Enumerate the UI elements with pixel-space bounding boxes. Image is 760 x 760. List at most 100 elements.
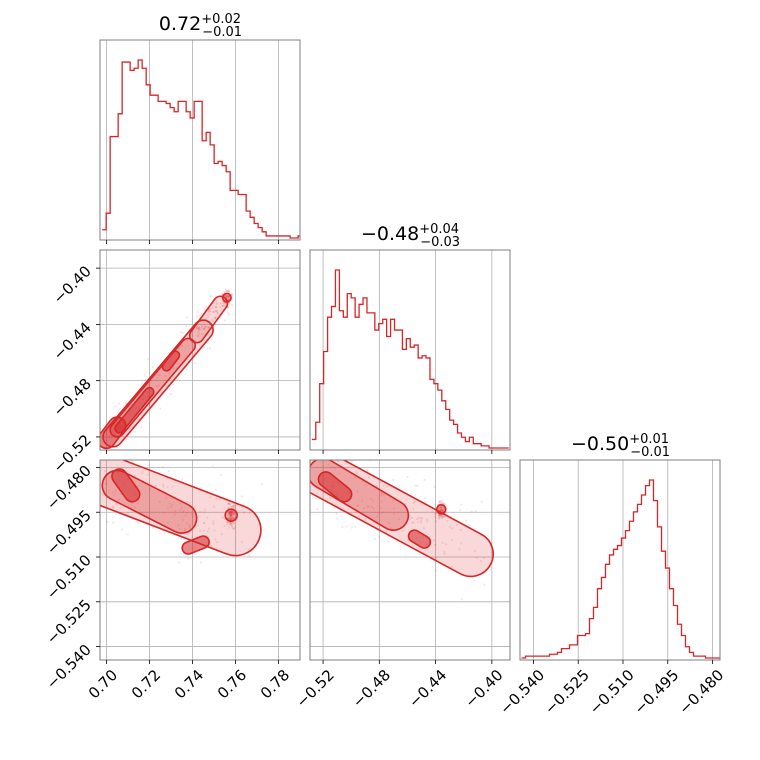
scatter-point <box>336 517 339 520</box>
scatter-point <box>125 401 128 404</box>
scatter-point <box>178 528 181 531</box>
scatter-point <box>204 326 207 329</box>
scatter-point <box>223 319 226 322</box>
scatter-point <box>442 508 445 511</box>
scatter-point <box>209 307 212 310</box>
contour-fill-level-3 <box>408 530 431 549</box>
scatter-point <box>230 512 233 515</box>
scatter-point <box>157 384 161 387</box>
scatter-point <box>208 310 211 313</box>
scatter-point <box>434 543 437 547</box>
scatter-point <box>228 510 231 513</box>
param-title-minus: −0.01 <box>202 25 242 40</box>
x-tick-label: −0.480 <box>675 666 727 718</box>
scatter-point <box>380 493 383 496</box>
scatter-point <box>212 319 215 322</box>
scatter-point <box>439 506 442 509</box>
scatter-point <box>208 347 212 350</box>
scatter-point <box>228 512 231 515</box>
scatter-point <box>222 302 225 305</box>
scatter-point <box>200 325 204 328</box>
scatter-point <box>351 460 354 463</box>
scatter-point <box>177 523 180 527</box>
scatter-point <box>111 490 114 494</box>
scatter-point <box>196 310 199 313</box>
scatter-point <box>119 437 122 441</box>
scatter-point <box>141 472 144 475</box>
scatter-point <box>104 478 108 481</box>
scatter-point <box>439 514 442 517</box>
scatter-point <box>229 518 232 521</box>
scatter-point <box>221 304 225 308</box>
scatter-point <box>231 513 234 516</box>
x-tick-label: 0.72 <box>128 666 164 702</box>
scatter-point <box>438 514 441 517</box>
scatter-point <box>164 375 167 378</box>
scatter-point <box>367 476 370 479</box>
contour-fill-level-3 <box>111 468 140 502</box>
scatter-point <box>226 294 229 297</box>
scatter-point <box>136 521 139 524</box>
scatter-point <box>398 517 401 521</box>
scatter-point <box>207 316 210 319</box>
scatter-point <box>392 499 395 502</box>
scatter-point <box>216 541 219 544</box>
scatter-point <box>303 489 305 491</box>
scatter-point <box>440 509 443 512</box>
scatter-point <box>229 514 232 517</box>
scatter-point <box>248 512 252 515</box>
x-tick-label: 0.74 <box>171 666 207 702</box>
scatter-point <box>228 517 231 521</box>
scatter-point <box>229 512 233 515</box>
scatter-point <box>141 469 144 472</box>
scatter-point <box>311 446 313 448</box>
scatter-point <box>390 527 393 530</box>
scatter-point <box>200 326 203 329</box>
scatter-point <box>207 310 210 313</box>
scatter-point <box>231 513 234 517</box>
scatter-point <box>229 509 232 513</box>
scatter-point <box>179 330 182 334</box>
scatter-point <box>125 438 129 441</box>
scatter-point <box>158 373 162 377</box>
scatter-point <box>133 506 137 509</box>
scatter-point <box>155 385 158 388</box>
scatter-point <box>166 522 169 525</box>
scatter-point <box>232 510 235 514</box>
scatter-point <box>212 305 216 308</box>
scatter-point <box>148 488 152 491</box>
scatter-point <box>202 529 205 532</box>
scatter-point <box>233 505 236 508</box>
param-title-plus: +0.02 <box>201 12 241 27</box>
scatter-point <box>223 303 226 306</box>
scatter-point <box>234 526 237 529</box>
scatter-point <box>438 500 441 503</box>
x-tick-label: −0.510 <box>586 666 638 718</box>
panel-frame <box>519 459 721 661</box>
scatter-point <box>209 309 212 313</box>
scatter-point <box>136 501 140 504</box>
scatter-point <box>419 519 422 522</box>
scatter-point <box>230 510 233 513</box>
scatter-point <box>441 508 444 512</box>
scatter-point <box>233 516 236 519</box>
scatter-point <box>441 515 444 519</box>
scatter-point <box>229 511 232 515</box>
scatter-point <box>230 512 233 515</box>
scatter-point <box>221 516 224 519</box>
scatter-point <box>225 294 228 297</box>
scatter-point <box>226 514 230 517</box>
scatter-point <box>227 294 230 298</box>
scatter-point <box>426 520 429 523</box>
scatter-point <box>228 296 231 299</box>
scatter-point <box>230 522 233 525</box>
scatter-point <box>179 537 182 540</box>
scatter-point <box>425 518 429 521</box>
scatter-point <box>211 307 214 310</box>
scatter-point <box>167 507 170 510</box>
scatter-point <box>441 506 444 509</box>
scatter-point <box>304 457 306 459</box>
scatter-point <box>229 512 232 515</box>
scatter-point <box>190 341 193 344</box>
scatter-point <box>337 472 340 475</box>
